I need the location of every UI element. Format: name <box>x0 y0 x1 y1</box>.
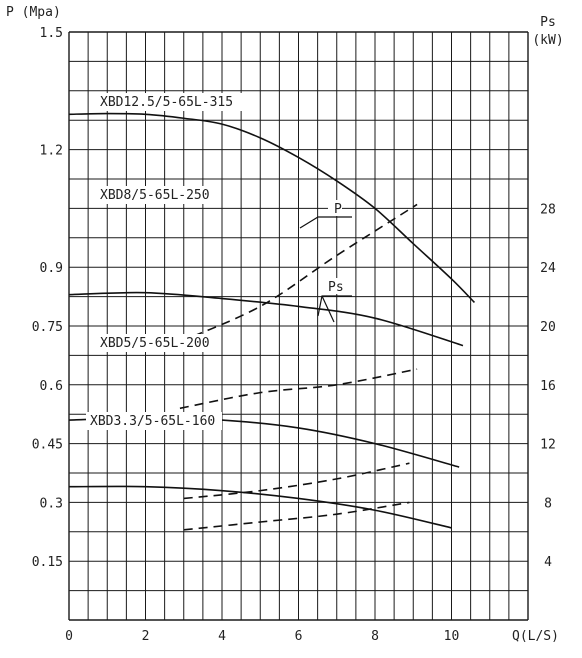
annotation-label: P <box>334 202 342 217</box>
annotation-label: Ps <box>328 280 344 295</box>
curve-label-backdrop <box>96 334 218 352</box>
annotation-leader <box>321 295 335 323</box>
x-tick-label: 0 <box>65 629 73 644</box>
head-curve-1 <box>68 291 464 347</box>
y-left-tick-label: 1.5 <box>40 26 63 41</box>
x-axis-title: Q(L/S) <box>512 629 559 644</box>
y-right-tick-label: 4 <box>544 555 552 570</box>
y-right-tick-label: 20 <box>540 320 556 335</box>
curve-label: XBD3.3/5-65L-160 <box>90 414 215 429</box>
y-right-tick-label: 24 <box>540 261 556 276</box>
y-left-tick-label: 0.3 <box>40 496 63 511</box>
right-axis-title: Ps <box>540 15 556 30</box>
power-line-4 <box>179 203 418 343</box>
y-left-tick-label: 0.6 <box>40 379 63 394</box>
x-tick-label: 4 <box>218 629 226 644</box>
x-tick-label: 10 <box>444 629 460 644</box>
curve-labels: XBD12.5/5-65L-315 XBD8/5-65L-250 XBD5/5-65… <box>86 93 352 430</box>
y-left-tick-label: 0.9 <box>40 261 63 276</box>
power-line-6 <box>183 462 410 500</box>
annotation-backdrop <box>328 200 342 216</box>
x-tick-label: 2 <box>142 629 150 644</box>
y-left-tick-label: 0.45 <box>32 438 63 453</box>
curve-label-backdrop <box>96 186 218 204</box>
head-curve-3 <box>68 485 452 529</box>
right-axis-unit: (kW) <box>532 33 563 48</box>
power-line-5 <box>179 368 418 410</box>
y-left-tick-label: 0.15 <box>32 555 63 570</box>
annotation-backdrop <box>325 278 349 294</box>
curve-label-backdrop <box>86 412 222 430</box>
left-axis-title: P (Mpa) <box>6 5 61 20</box>
y-right-tick-label: 12 <box>540 438 556 453</box>
y-right-tick-label: 8 <box>544 496 552 511</box>
curve-label: XBD5/5-65L-200 <box>100 336 210 351</box>
head-curve-0 <box>68 112 476 304</box>
power-line-7 <box>183 501 410 531</box>
grid <box>68 31 529 621</box>
y-left-tick-label: 0.75 <box>32 320 63 335</box>
y-left-tick-label: 1.2 <box>40 144 63 159</box>
y-right-tick-label: 16 <box>540 379 556 394</box>
x-tick-label: 8 <box>371 629 379 644</box>
x-tick-label: 6 <box>295 629 303 644</box>
y-right-tick-label: 28 <box>540 202 556 217</box>
curve-label-backdrop <box>96 93 246 111</box>
tick-labels: 0 2 4 6 8 100.150.30.450.60.750.91.21.5481216… <box>32 26 556 644</box>
curve-label: XBD12.5/5-65L-315 <box>100 95 233 110</box>
annotation-leader <box>299 216 352 229</box>
curve-label: XBD8/5-65L-250 <box>100 188 210 203</box>
